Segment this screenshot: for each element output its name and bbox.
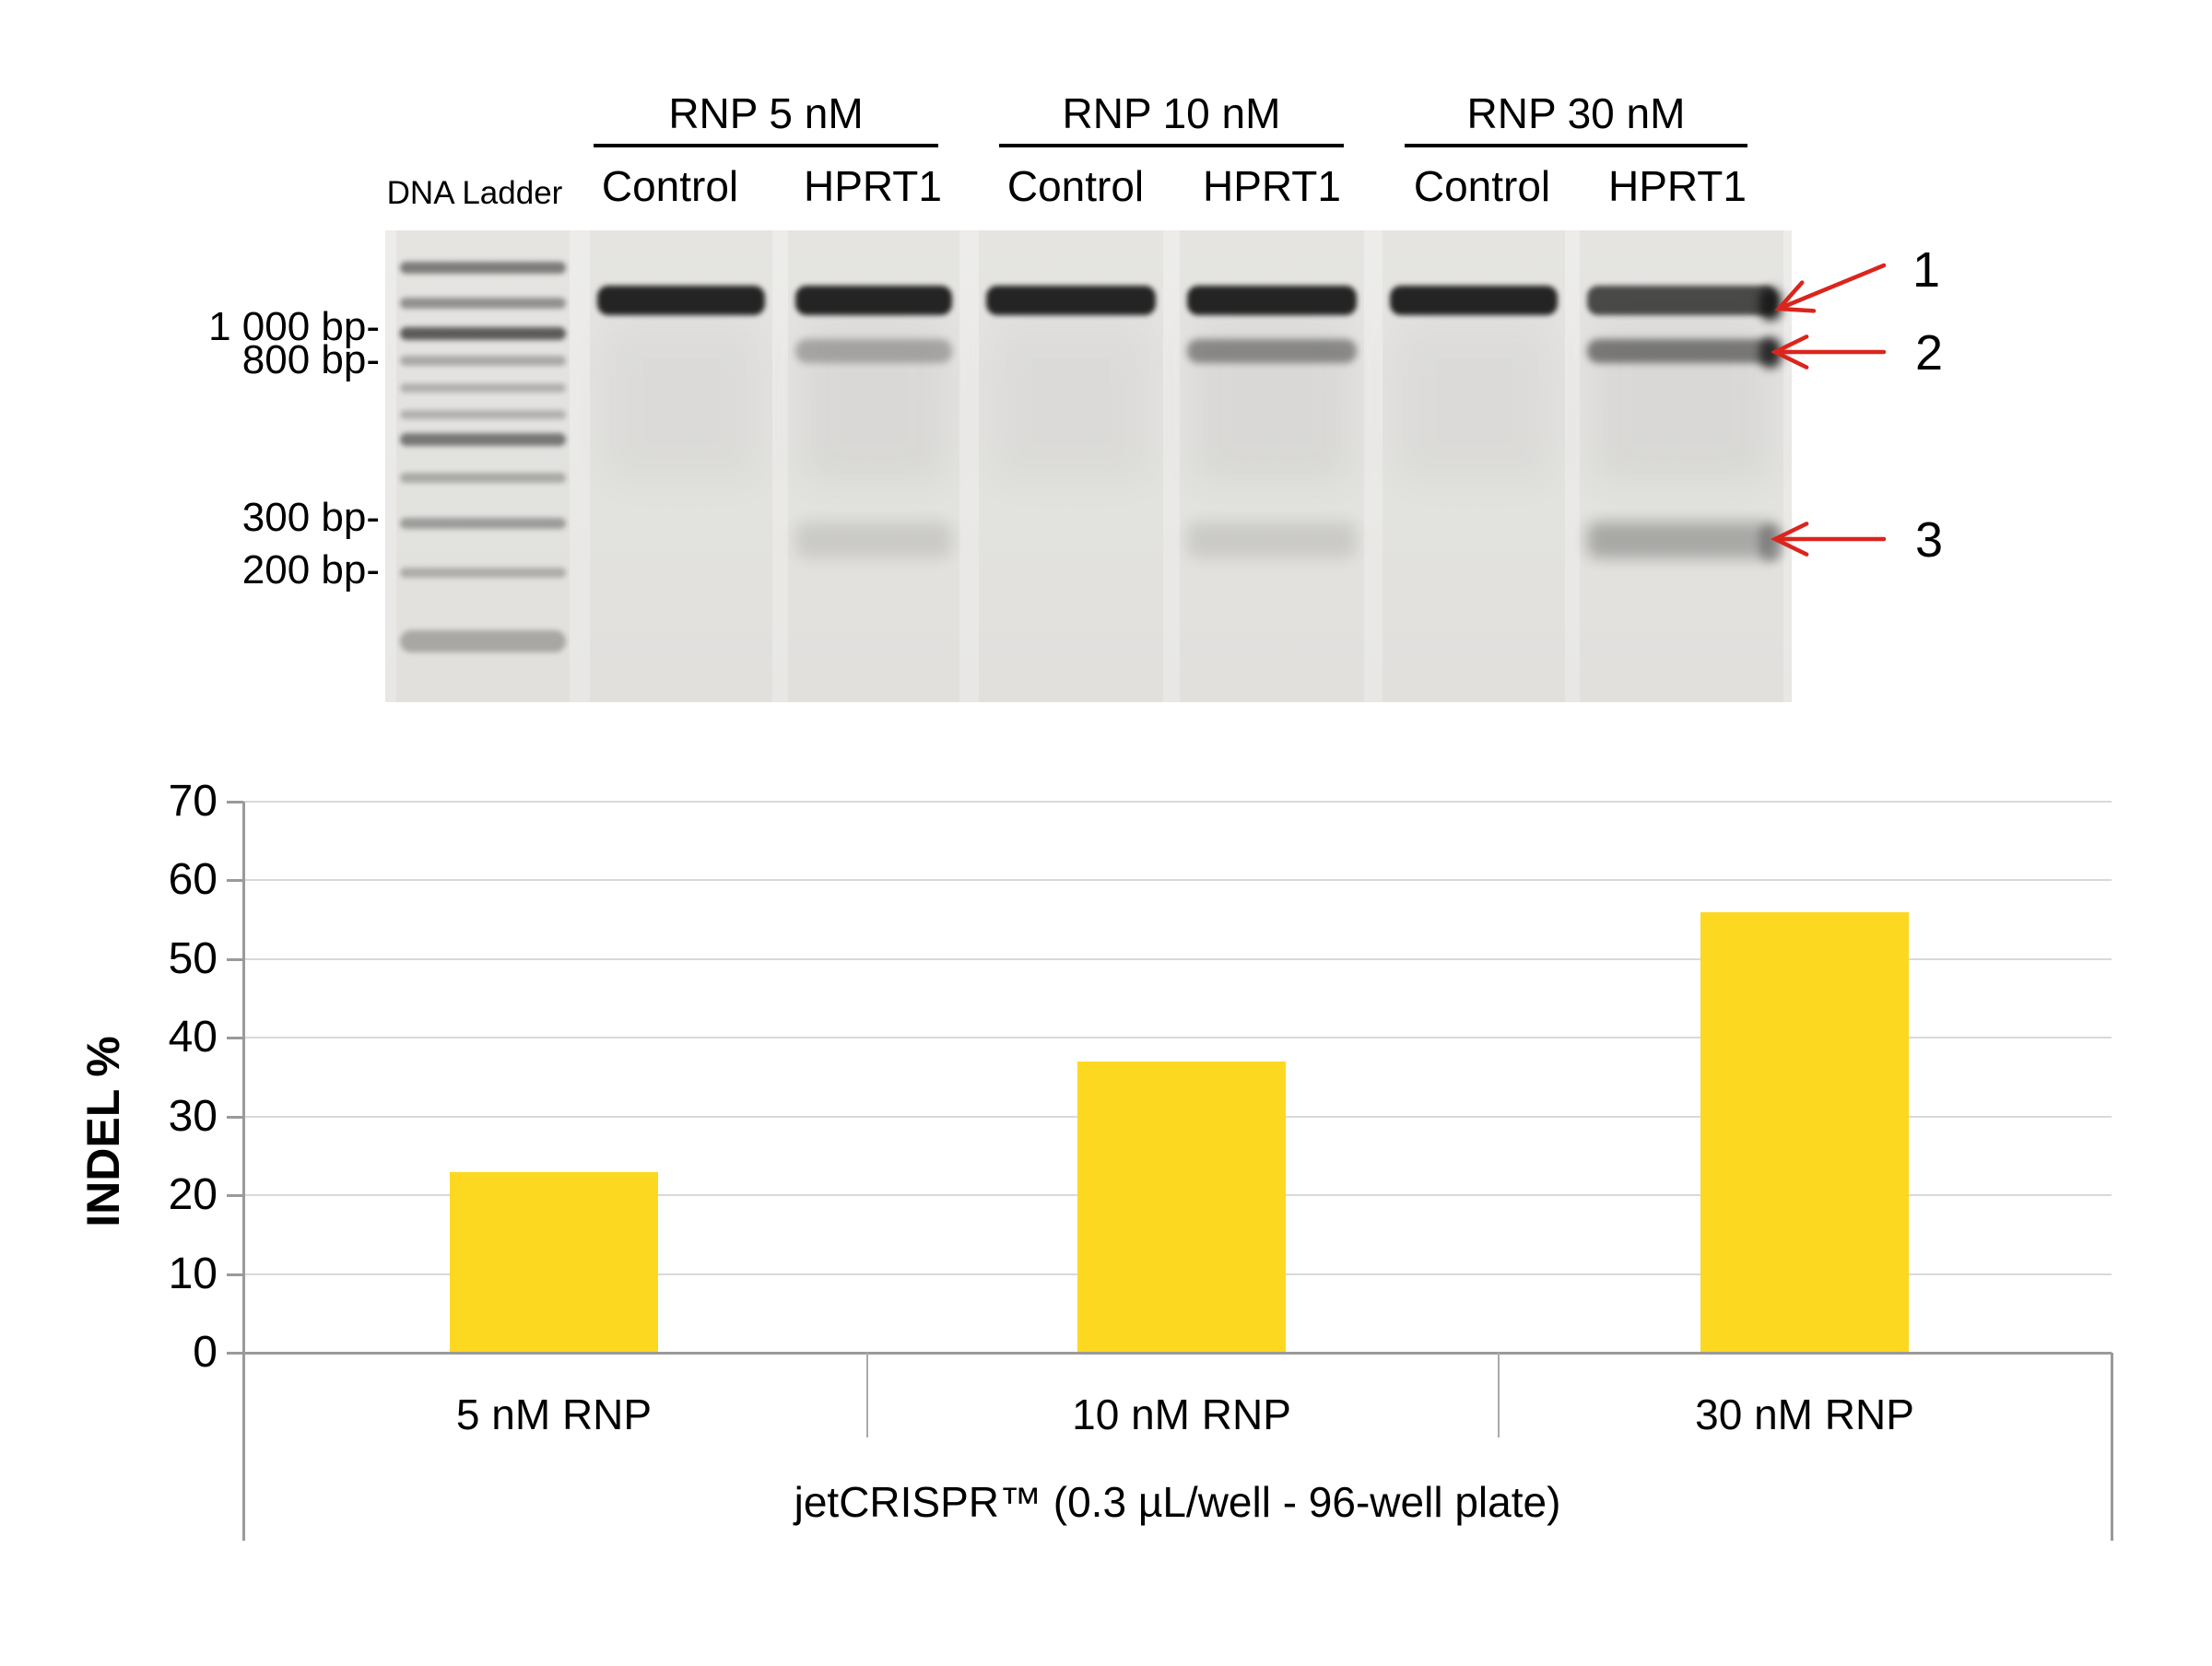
gridline xyxy=(243,879,2112,882)
y-tick-label: 50 xyxy=(168,933,218,983)
gel-column-label: HPRT1 xyxy=(804,162,942,210)
category-axis-right-border xyxy=(2111,1353,2113,1541)
gel-band xyxy=(1187,522,1357,558)
gel-size-marker: 1 000 bp- xyxy=(208,304,380,349)
gel-smear xyxy=(992,318,1150,484)
gridline xyxy=(243,801,2112,803)
gel-band xyxy=(400,262,566,274)
band-arrow-label: 1 xyxy=(1912,242,1941,298)
gel-size-marker: 800 bp- xyxy=(241,337,380,382)
y-tick-label: 10 xyxy=(168,1249,218,1298)
x-category-label: 10 nM RNP xyxy=(1072,1390,1291,1438)
gel-band xyxy=(400,630,566,652)
gel-smear xyxy=(1193,318,1351,484)
gel-band xyxy=(1587,339,1776,363)
y-tick xyxy=(227,801,243,804)
gel-band xyxy=(400,410,566,419)
gel-band xyxy=(1759,523,1782,562)
gel-band xyxy=(400,383,566,393)
gel-column-label: Control xyxy=(601,162,739,210)
gel-band xyxy=(400,473,566,483)
category-separator xyxy=(1498,1353,1500,1437)
gel-image xyxy=(385,230,1792,702)
band-arrow-label: 3 xyxy=(1914,512,1944,568)
y-tick-label: 0 xyxy=(193,1328,218,1377)
x-category-label: 30 nM RNP xyxy=(1695,1390,1914,1438)
bar-5-nm-rnp xyxy=(450,1171,658,1353)
gel-band xyxy=(400,298,566,309)
gel-group-header: RNP 5 nM xyxy=(594,61,938,147)
gel-column-label: Control xyxy=(1413,162,1551,210)
gel-band xyxy=(795,522,952,558)
bar-10-nm-rnp xyxy=(1077,1061,1286,1353)
x-category-label: 5 nM RNP xyxy=(455,1390,653,1438)
gel-smear xyxy=(1395,318,1552,484)
gel-band xyxy=(400,356,566,366)
gel-band xyxy=(400,327,566,340)
x-axis-title: jetCRISPR™ (0.3 µL/well - 96-well plate) xyxy=(794,1478,1561,1526)
y-tick xyxy=(227,1194,243,1198)
category-separator xyxy=(866,1353,868,1437)
gel-band xyxy=(400,518,566,529)
gel-band xyxy=(1187,339,1357,363)
band-arrow-label: 2 xyxy=(1914,325,1944,381)
y-tick xyxy=(227,1352,243,1355)
x-axis-line xyxy=(243,1352,2112,1355)
y-axis-line xyxy=(242,802,245,1541)
y-tick-label: 20 xyxy=(168,1170,218,1220)
gel-band xyxy=(1759,337,1782,369)
gel-band xyxy=(795,339,952,363)
gridline xyxy=(243,957,2112,960)
bar-30-nm-rnp xyxy=(1700,911,1909,1353)
y-tick xyxy=(227,1115,243,1119)
gel-group-header: RNP 10 nM xyxy=(999,61,1344,147)
y-tick-label: 60 xyxy=(168,855,218,905)
gel-band xyxy=(1390,286,1558,315)
gel-size-marker: 300 bp- xyxy=(241,495,380,540)
gel-column-label: HPRT1 xyxy=(1608,162,1747,210)
y-tick xyxy=(227,1273,243,1276)
y-tick xyxy=(227,957,243,961)
dna-ladder-label: DNA Ladder xyxy=(386,175,563,211)
gridline xyxy=(243,1037,2112,1039)
y-tick xyxy=(227,879,243,883)
gel-band xyxy=(1759,287,1782,321)
gel-band xyxy=(1187,286,1357,315)
y-axis-title: INDEL % xyxy=(77,1036,129,1227)
y-tick-label: 30 xyxy=(168,1091,218,1141)
gel-smear xyxy=(603,318,759,484)
gel-band xyxy=(795,286,952,315)
gel-group-header: RNP 30 nM xyxy=(1405,61,1747,147)
gel-band xyxy=(400,568,566,578)
y-tick xyxy=(227,1037,243,1040)
gel-band xyxy=(400,433,566,446)
gel-lane-dna-ladder xyxy=(396,230,570,702)
y-tick-label: 70 xyxy=(168,777,218,826)
y-tick-label: 40 xyxy=(168,1013,218,1062)
gel-band xyxy=(1587,522,1776,558)
gel-band xyxy=(597,286,765,315)
gel-smear xyxy=(801,318,947,484)
gel-band xyxy=(1587,286,1776,315)
gel-column-label: Control xyxy=(1006,162,1145,210)
gel-size-marker: 200 bp- xyxy=(241,547,380,592)
gel-column-label: HPRT1 xyxy=(1203,162,1341,210)
gel-band xyxy=(986,286,1156,315)
